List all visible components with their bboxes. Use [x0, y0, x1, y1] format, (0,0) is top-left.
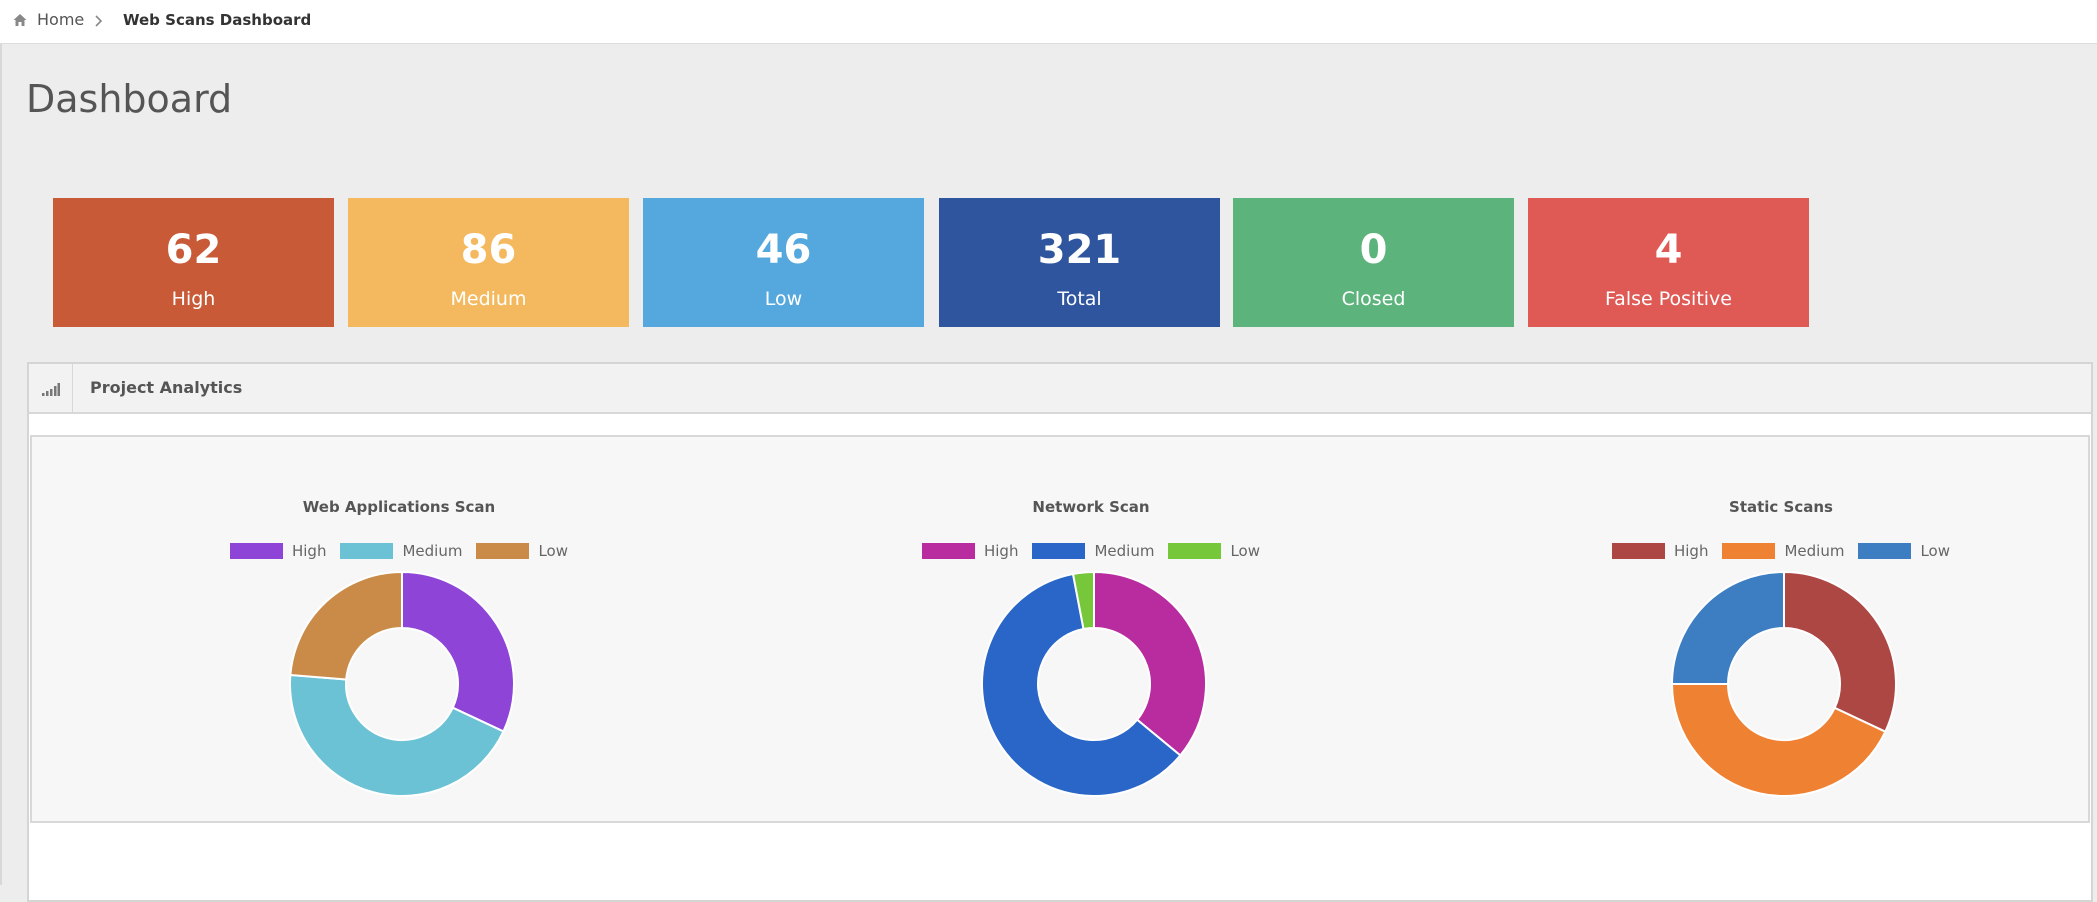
panel-header: Project Analytics	[29, 364, 2091, 414]
stat-card-false-positive[interactable]: 4 False Positive	[1528, 198, 1809, 327]
donut-slice-medium[interactable]	[289, 673, 505, 797]
donut-chart	[289, 571, 515, 797]
stat-value: 4	[1654, 227, 1683, 273]
stat-value: 46	[755, 227, 812, 273]
legend-item-low[interactable]: Low	[1858, 541, 1950, 561]
donut-slice-low[interactable]	[289, 571, 403, 681]
donut-chart	[1671, 571, 1897, 797]
legend-label: High	[291, 542, 327, 560]
legend-swatch	[921, 543, 975, 559]
legend-label: Medium	[1784, 542, 1845, 560]
charts-container: Web Applications Scan High Medium Low Ne…	[30, 435, 2090, 823]
legend-item-low[interactable]: Low	[476, 541, 568, 561]
legend-swatch	[1611, 543, 1665, 559]
legend-swatch	[1168, 543, 1222, 559]
stat-label: Medium	[450, 288, 527, 310]
chart-web-applications-scan: Web Applications Scan High Medium Low	[149, 437, 649, 821]
legend-swatch	[340, 543, 394, 559]
breadcrumb-home-link[interactable]: Home	[37, 10, 85, 29]
stat-value: 62	[165, 227, 222, 273]
panel-title: Project Analytics	[90, 378, 243, 397]
chart-title: Network Scan	[1032, 498, 1150, 516]
chart-network-scan: Network Scan High Medium Low	[841, 437, 1341, 821]
stat-label: Closed	[1341, 288, 1406, 310]
legend-label: Medium	[1094, 542, 1155, 560]
legend-item-medium[interactable]: Medium	[1722, 541, 1844, 561]
legend-item-low[interactable]: Low	[1168, 541, 1260, 561]
donut-slice-low[interactable]	[1671, 571, 1785, 685]
legend-item-high[interactable]: High	[921, 541, 1019, 561]
donut-slice-medium[interactable]	[1671, 683, 1887, 797]
legend-swatch	[229, 543, 283, 559]
donut-chart	[981, 571, 1207, 797]
donut-slice-high[interactable]	[401, 571, 515, 733]
chart-legend: High Medium Low	[149, 541, 649, 561]
legend-label: Low	[538, 542, 568, 560]
legend-item-medium[interactable]: Medium	[1032, 541, 1154, 561]
chart-legend: High Medium Low	[1531, 541, 2031, 561]
legend-label: Medium	[402, 542, 463, 560]
legend-item-high[interactable]: High	[229, 541, 327, 561]
stat-card-low[interactable]: 46 Low	[643, 198, 924, 327]
donut-slice-high[interactable]	[1093, 571, 1207, 757]
breadcrumb-current: Web Scans Dashboard	[123, 11, 312, 29]
stat-value: 86	[460, 227, 517, 273]
breadcrumb: Home Web Scans Dashboard	[0, 0, 2097, 44]
legend-swatch	[1722, 543, 1776, 559]
page-left-border	[0, 0, 2, 885]
chart-static-scans: Static Scans High Medium Low	[1531, 437, 2031, 821]
project-analytics-panel: Project Analytics Web Applications Scan …	[27, 362, 2093, 902]
stat-label: Low	[764, 288, 803, 310]
legend-label: Low	[1920, 542, 1950, 560]
legend-swatch	[1032, 543, 1086, 559]
stat-label: Total	[1057, 288, 1102, 310]
page-title: Dashboard	[26, 77, 233, 121]
stat-label: False Positive	[1605, 288, 1732, 310]
donut-slice-low[interactable]	[1071, 571, 1095, 631]
stat-card-medium[interactable]: 86 Medium	[348, 198, 629, 327]
home-icon[interactable]	[12, 12, 28, 28]
legend-label: High	[1673, 542, 1709, 560]
signal-bars-icon	[42, 383, 60, 396]
chart-title: Web Applications Scan	[302, 498, 496, 516]
stat-card-high[interactable]: 62 High	[53, 198, 334, 327]
legend-item-medium[interactable]: Medium	[340, 541, 462, 561]
stat-value: 321	[1037, 227, 1122, 273]
panel-icon-box	[29, 364, 73, 412]
stat-card-closed[interactable]: 0 Closed	[1233, 198, 1514, 327]
legend-item-high[interactable]: High	[1611, 541, 1709, 561]
chevron-right-icon	[95, 15, 103, 27]
chart-legend: High Medium Low	[841, 541, 1341, 561]
stat-card-total[interactable]: 321 Total	[939, 198, 1220, 327]
legend-label: High	[983, 542, 1019, 560]
legend-swatch	[1858, 543, 1912, 559]
stat-label: High	[171, 288, 216, 310]
legend-label: Low	[1230, 542, 1260, 560]
donut-slice-high[interactable]	[1783, 571, 1897, 734]
donut-slice-medium[interactable]	[981, 572, 1182, 797]
legend-swatch	[476, 543, 530, 559]
chart-title: Static Scans	[1729, 498, 1833, 516]
stat-value: 0	[1359, 227, 1388, 273]
